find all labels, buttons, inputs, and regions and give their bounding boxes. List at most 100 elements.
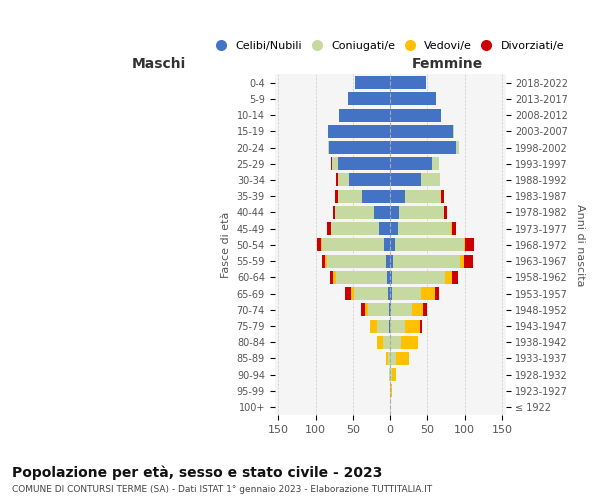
Bar [388, 352, 390, 365]
Bar [390, 190, 405, 202]
Bar [464, 254, 473, 268]
Bar [391, 384, 392, 398]
Bar [389, 368, 390, 381]
Bar [390, 92, 436, 106]
Bar [377, 320, 389, 332]
Text: COMUNE DI CONTURSI TERME (SA) - Dati ISTAT 1° gennaio 2023 - Elaborazione TUTTIT: COMUNE DI CONTURSI TERME (SA) - Dati IST… [12, 485, 432, 494]
Bar [355, 76, 390, 89]
Bar [337, 174, 338, 186]
Bar [328, 141, 329, 154]
Text: Femmine: Femmine [412, 57, 484, 71]
Y-axis label: Anni di nascita: Anni di nascita [575, 204, 585, 286]
Bar [355, 287, 388, 300]
Bar [361, 304, 365, 316]
Bar [390, 304, 391, 316]
Bar [396, 352, 409, 365]
Bar [327, 254, 386, 268]
Bar [322, 254, 325, 268]
Bar [340, 108, 390, 122]
Bar [317, 238, 321, 252]
Bar [393, 254, 460, 268]
Bar [335, 206, 374, 219]
Bar [368, 304, 389, 316]
Bar [458, 141, 460, 154]
Bar [362, 190, 390, 202]
Bar [390, 206, 399, 219]
Bar [386, 254, 390, 268]
Bar [392, 368, 396, 381]
Bar [335, 190, 338, 202]
Bar [332, 158, 338, 170]
Bar [405, 320, 420, 332]
Bar [327, 222, 331, 235]
Bar [390, 352, 396, 365]
Bar [325, 254, 327, 268]
Bar [390, 271, 392, 284]
Text: Popolazione per età, sesso e stato civile - 2023: Popolazione per età, sesso e stato civil… [12, 465, 382, 479]
Bar [390, 336, 401, 348]
Bar [392, 287, 421, 300]
Bar [346, 287, 352, 300]
Bar [377, 336, 383, 348]
Bar [421, 174, 440, 186]
Bar [444, 206, 448, 219]
Bar [387, 271, 390, 284]
Bar [390, 174, 421, 186]
Y-axis label: Fasce di età: Fasce di età [221, 212, 231, 278]
Bar [349, 92, 390, 106]
Bar [390, 141, 457, 154]
Bar [338, 174, 349, 186]
Bar [349, 174, 390, 186]
Bar [383, 336, 390, 348]
Bar [460, 254, 464, 268]
Bar [423, 304, 427, 316]
Bar [390, 384, 391, 398]
Bar [398, 222, 451, 235]
Bar [329, 141, 390, 154]
Bar [399, 206, 444, 219]
Bar [334, 271, 337, 284]
Bar [405, 190, 441, 202]
Bar [421, 287, 435, 300]
Text: Maschi: Maschi [132, 57, 186, 71]
Bar [330, 271, 334, 284]
Bar [390, 368, 392, 381]
Bar [389, 320, 390, 332]
Bar [328, 125, 390, 138]
Bar [390, 238, 395, 252]
Bar [331, 158, 332, 170]
Bar [392, 271, 445, 284]
Bar [389, 304, 390, 316]
Bar [390, 108, 441, 122]
Bar [388, 287, 390, 300]
Bar [390, 287, 392, 300]
Bar [391, 304, 412, 316]
Bar [390, 158, 432, 170]
Bar [374, 206, 390, 219]
Bar [401, 336, 418, 348]
Bar [435, 287, 439, 300]
Bar [337, 271, 387, 284]
Bar [420, 320, 422, 332]
Bar [445, 271, 452, 284]
Bar [390, 76, 426, 89]
Bar [334, 206, 335, 219]
Bar [464, 238, 466, 252]
Bar [412, 304, 423, 316]
Bar [390, 222, 398, 235]
Bar [386, 352, 388, 365]
Legend: Celibi/Nubili, Coniugati/e, Vedovi/e, Divorziati/e: Celibi/Nubili, Coniugati/e, Vedovi/e, Di… [211, 36, 569, 56]
Bar [390, 254, 393, 268]
Bar [390, 125, 454, 138]
Bar [457, 141, 458, 154]
Bar [390, 320, 405, 332]
Bar [331, 222, 379, 235]
Bar [352, 287, 355, 300]
Bar [441, 190, 444, 202]
Bar [379, 222, 390, 235]
Bar [384, 238, 390, 252]
Bar [322, 238, 384, 252]
Bar [395, 238, 464, 252]
Bar [466, 238, 475, 252]
Bar [432, 158, 439, 170]
